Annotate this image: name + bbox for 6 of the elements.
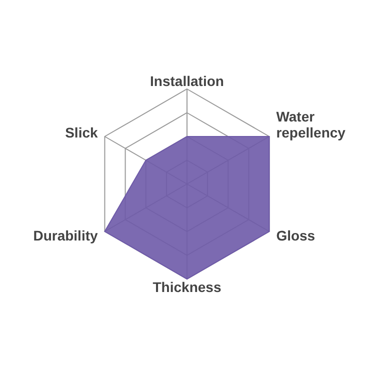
spoke-label: Thickness <box>152 279 222 295</box>
spoke-label: Gloss <box>276 228 316 244</box>
spoke-label: Slick <box>65 124 98 140</box>
spoke-label: Durability <box>33 228 98 244</box>
spoke-label: Water repellency <box>276 108 346 140</box>
spoke-label: Installation <box>150 73 224 89</box>
